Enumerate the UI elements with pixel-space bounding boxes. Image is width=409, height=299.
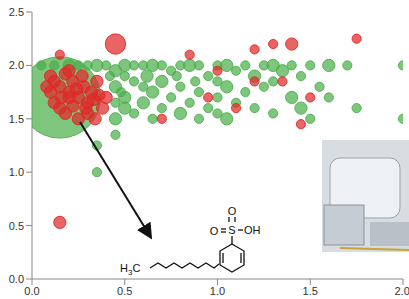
svg-text:2.5: 2.5 bbox=[9, 6, 24, 18]
svg-text:S: S bbox=[228, 224, 235, 236]
svg-text:0.0: 0.0 bbox=[24, 285, 39, 297]
svg-text:2.0: 2.0 bbox=[394, 285, 401, 297]
svg-text:OH: OH bbox=[244, 224, 261, 236]
svg-text:H3C: H3C bbox=[120, 262, 140, 277]
svg-text:1.0: 1.0 bbox=[210, 285, 225, 297]
svg-text:O: O bbox=[228, 205, 237, 217]
svg-text:0.5: 0.5 bbox=[117, 285, 132, 297]
svg-text:0.5: 0.5 bbox=[9, 220, 24, 232]
svg-text:1.0: 1.0 bbox=[9, 166, 24, 178]
svg-text:1.5: 1.5 bbox=[9, 113, 24, 125]
svg-text:O: O bbox=[210, 225, 219, 237]
svg-text:1.5: 1.5 bbox=[303, 285, 318, 297]
svg-text:2.0: 2.0 bbox=[9, 59, 24, 71]
svg-text:0.0: 0.0 bbox=[9, 273, 24, 285]
